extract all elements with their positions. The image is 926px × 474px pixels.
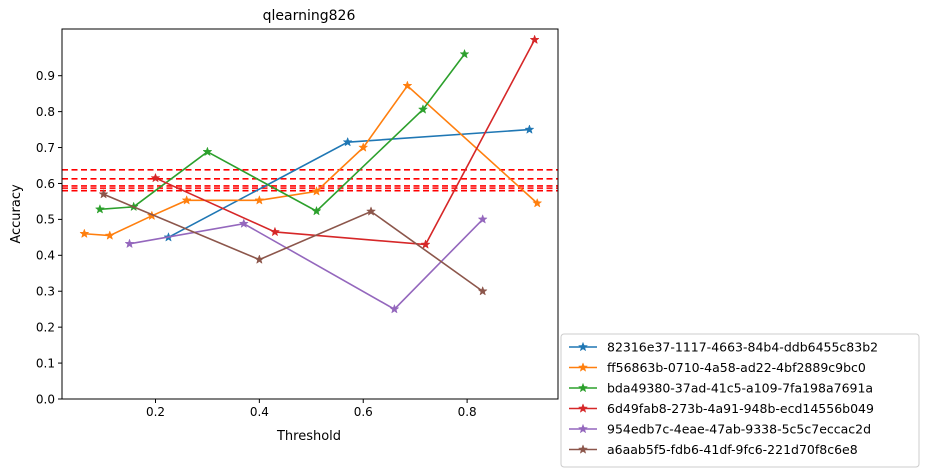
- data-point: [477, 214, 488, 224]
- legend-label: a6aab5f5-fdb6-41df-9fc6-221d70f8c6e8: [607, 442, 858, 457]
- series-5: [98, 188, 488, 296]
- data-point: [524, 124, 535, 134]
- data-point: [420, 239, 431, 249]
- y-tick-label: 0.3: [36, 285, 55, 299]
- legend: 82316e37-1117-4663-84b4-ddb6455c83b2 ff56…: [560, 333, 920, 468]
- data-point: [94, 204, 105, 214]
- series-1: [79, 80, 543, 240]
- legend-marker: [577, 423, 589, 434]
- legend-item: 82316e37-1117-4663-84b4-ddb6455c83b2: [569, 340, 878, 355]
- data-point: [459, 48, 470, 59]
- legend-label: ff56863b-0710-4a58-ad22-4bf2889c9bc0: [607, 360, 866, 375]
- y-axis-ticks: 0.0 0.1 0.2 0.3 0.4 0.5 0.6 0.7 0.8 0.9: [36, 69, 62, 406]
- plot-frame: [61, 28, 559, 400]
- series-line: [103, 193, 484, 292]
- threshold-lines: [62, 169, 558, 192]
- y-tick-label: 0.0: [36, 392, 55, 406]
- data-point: [417, 104, 429, 114]
- data-point: [124, 238, 135, 249]
- data-point: [254, 195, 265, 205]
- legend-marker: [577, 362, 589, 372]
- series-3: [150, 34, 540, 249]
- series-layer: [79, 34, 543, 314]
- data-point: [181, 195, 192, 205]
- series-line: [129, 218, 484, 311]
- data-point: [311, 205, 322, 216]
- series-4: [124, 214, 488, 314]
- data-point: [311, 186, 322, 196]
- legend-marker: [577, 403, 589, 413]
- series-line: [99, 53, 466, 213]
- legend-label: 82316e37-1117-4663-84b4-ddb6455c83b2: [607, 340, 878, 355]
- y-tick-label: 0.8: [36, 105, 55, 119]
- legend-marker: [577, 382, 589, 393]
- y-tick-label: 0.5: [36, 213, 55, 227]
- legend-label: 954edb7c-4eae-47ab-9338-5c5c7eccac2d: [607, 422, 871, 437]
- data-point: [202, 146, 213, 157]
- legend-frame: [560, 333, 920, 468]
- legend-label: 6d49fab8-273b-4a91-948b-ecd14556b049: [607, 401, 874, 416]
- data-point: [529, 34, 540, 45]
- data-point: [358, 142, 369, 152]
- legend-marker: [577, 444, 589, 454]
- data-point: [254, 254, 265, 264]
- x-tick-label: 0.4: [250, 405, 269, 419]
- x-tick-label: 0.8: [458, 405, 477, 419]
- x-tick-label: 0.2: [146, 405, 165, 419]
- data-point: [402, 80, 413, 91]
- legend-item: ff56863b-0710-4a58-ad22-4bf2889c9bc0: [569, 360, 866, 375]
- x-axis-label: Threshold: [276, 429, 341, 444]
- data-point: [477, 285, 488, 296]
- y-tick-label: 0.2: [36, 320, 55, 334]
- chart-title: qlearning826: [263, 8, 356, 24]
- legend-item: a6aab5f5-fdb6-41df-9fc6-221d70f8c6e8: [569, 442, 858, 457]
- y-tick-label: 0.9: [36, 69, 55, 83]
- y-axis-label: Accuracy: [9, 184, 24, 244]
- y-tick-label: 0.6: [36, 177, 55, 191]
- x-axis-ticks: 0.2 0.4 0.6 0.8: [146, 399, 477, 419]
- legend-item: 6d49fab8-273b-4a91-948b-ecd14556b049: [569, 401, 874, 416]
- data-point: [238, 218, 249, 228]
- legend-label: bda49380-37ad-41c5-a109-7fa198a7691a: [607, 381, 873, 396]
- data-point: [365, 206, 377, 216]
- data-point: [98, 188, 109, 199]
- series-line: [155, 39, 536, 246]
- y-tick-label: 0.4: [36, 249, 55, 263]
- data-point: [104, 230, 115, 240]
- y-tick-label: 0.1: [36, 356, 55, 370]
- data-point: [532, 197, 543, 208]
- x-tick-label: 0.6: [354, 405, 373, 419]
- data-point: [150, 172, 161, 183]
- legend-marker: [577, 341, 589, 352]
- data-point: [269, 226, 280, 237]
- data-point: [389, 303, 400, 314]
- data-point: [342, 136, 353, 147]
- legend-item: 954edb7c-4eae-47ab-9338-5c5c7eccac2d: [569, 422, 871, 437]
- legend-item: bda49380-37ad-41c5-a109-7fa198a7691a: [569, 381, 873, 396]
- data-point: [79, 228, 90, 239]
- y-tick-label: 0.7: [36, 141, 55, 155]
- series-2: [94, 48, 470, 216]
